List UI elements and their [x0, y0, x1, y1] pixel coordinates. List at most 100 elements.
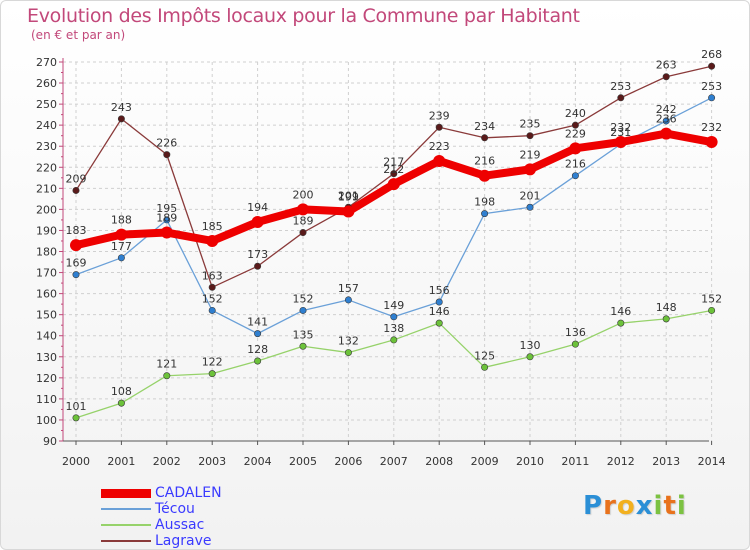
data-point-aussac [708, 306, 716, 314]
data-label-lagrave: 201 [338, 189, 359, 202]
data-point-técou [435, 298, 443, 306]
data-label-técou: 169 [66, 257, 87, 270]
chart-title: Evolution des Impôts locaux pour la Comm… [27, 5, 580, 27]
data-label-cadalen: 229 [565, 127, 586, 140]
data-label-cadalen: 236 [656, 113, 677, 126]
data-label-aussac: 108 [111, 385, 132, 398]
data-point-técou [72, 271, 80, 279]
data-label-aussac: 125 [474, 349, 495, 362]
y-tick-label: 170 [36, 267, 57, 280]
y-tick-label: 200 [36, 203, 57, 216]
gridlines [63, 61, 713, 442]
data-label-cadalen: 212 [383, 163, 404, 176]
x-tick-label: 2001 [107, 455, 135, 468]
data-label-cadalen: 189 [156, 212, 177, 225]
data-point-lagrave [526, 132, 534, 140]
data-label-aussac: 138 [383, 322, 404, 335]
data-label-lagrave: 217 [383, 156, 404, 169]
data-label-cadalen: 232 [610, 121, 631, 134]
y-tick-label: 240 [36, 119, 57, 132]
data-label-técou: 242 [656, 103, 677, 116]
data-label-cadalen: 194 [247, 201, 268, 214]
logo-letter: i [676, 491, 687, 521]
data-point-cadalen [297, 203, 309, 216]
data-label-aussac: 148 [656, 301, 677, 314]
data-point-aussac [526, 353, 534, 361]
data-point-cadalen [160, 226, 173, 239]
data-label-cadalen: 216 [474, 155, 495, 168]
data-point-aussac [435, 319, 443, 327]
data-label-cadalen: 219 [520, 148, 541, 161]
data-point-lagrave [435, 123, 443, 131]
data-label-técou: 141 [247, 316, 268, 329]
data-point-aussac [299, 342, 307, 350]
data-point-aussac [72, 414, 80, 422]
data-point-aussac [571, 340, 579, 348]
logo-letter: x [635, 491, 654, 521]
data-point-lagrave [299, 229, 307, 237]
data-point-cadalen [478, 169, 491, 182]
data-point-lagrave [117, 115, 125, 123]
x-tick-label: 2012 [607, 455, 635, 468]
data-point-lagrave [571, 121, 579, 129]
y-tick-label: 260 [36, 77, 57, 90]
y-tick-label: 190 [36, 224, 57, 237]
legend-label: CADALEN [155, 485, 222, 501]
data-point-lagrave [163, 151, 171, 159]
x-tick-label: 2004 [244, 455, 272, 468]
data-point-lagrave [708, 62, 716, 70]
data-point-aussac [617, 319, 625, 327]
data-label-lagrave: 226 [156, 137, 177, 150]
data-label-lagrave: 240 [565, 107, 586, 120]
y-tick-label: 110 [36, 393, 57, 406]
data-label-aussac: 122 [202, 356, 223, 369]
legend-swatch [101, 540, 151, 542]
data-point-lagrave [72, 186, 80, 194]
data-point-técou [571, 172, 579, 180]
data-point-lagrave [481, 134, 489, 142]
data-label-técou: 198 [474, 196, 495, 209]
data-point-aussac [662, 315, 670, 323]
data-point-aussac [117, 399, 125, 407]
legend-swatch [101, 508, 151, 510]
data-label-aussac: 152 [701, 292, 722, 305]
data-label-técou: 201 [520, 189, 541, 202]
data-label-lagrave: 209 [66, 172, 87, 185]
data-point-técou [344, 296, 352, 304]
data-point-lagrave [390, 170, 398, 178]
data-label-aussac: 146 [429, 305, 450, 318]
axes: 90 100 110 120 130 140 150 160 170 180 190 200 210 22… [36, 56, 726, 468]
data-point-cadalen [70, 239, 82, 252]
data-point-cadalen [569, 142, 582, 155]
x-tick-label: 2008 [425, 455, 453, 468]
x-tick-label: 2006 [334, 455, 362, 468]
chart-subtitle: (en € et par an) [31, 28, 126, 42]
data-point-técou [254, 330, 262, 338]
x-tick-label: 2010 [516, 455, 544, 468]
data-label-aussac: 101 [66, 400, 87, 413]
y-tick-label: 150 [36, 309, 57, 322]
data-label-lagrave: 234 [474, 120, 495, 133]
data-label-técou: 157 [338, 282, 359, 295]
data-label-lagrave: 263 [656, 59, 677, 72]
y-tick-label: 160 [36, 288, 57, 301]
x-tick-label: 2005 [289, 455, 317, 468]
y-tick-label: 210 [36, 182, 57, 195]
logo-letter: P [583, 491, 604, 521]
data-label-aussac: 146 [610, 305, 631, 318]
data-point-aussac [390, 336, 398, 344]
data-label-técou: 177 [111, 240, 132, 253]
x-tick-label: 2007 [380, 455, 408, 468]
data-point-aussac [254, 357, 262, 365]
x-tick-label: 2000 [62, 455, 90, 468]
data-point-aussac [163, 372, 171, 380]
data-point-técou [481, 210, 489, 218]
data-label-aussac: 130 [520, 339, 541, 352]
data-point-cadalen [614, 136, 627, 149]
data-label-lagrave: 253 [610, 80, 631, 93]
data-label-cadalen: 199 [338, 190, 359, 203]
logo-letter: o [616, 491, 636, 521]
data-label-lagrave: 189 [293, 215, 314, 228]
data-label-técou: 253 [701, 80, 722, 93]
x-tick-label: 2003 [198, 455, 226, 468]
